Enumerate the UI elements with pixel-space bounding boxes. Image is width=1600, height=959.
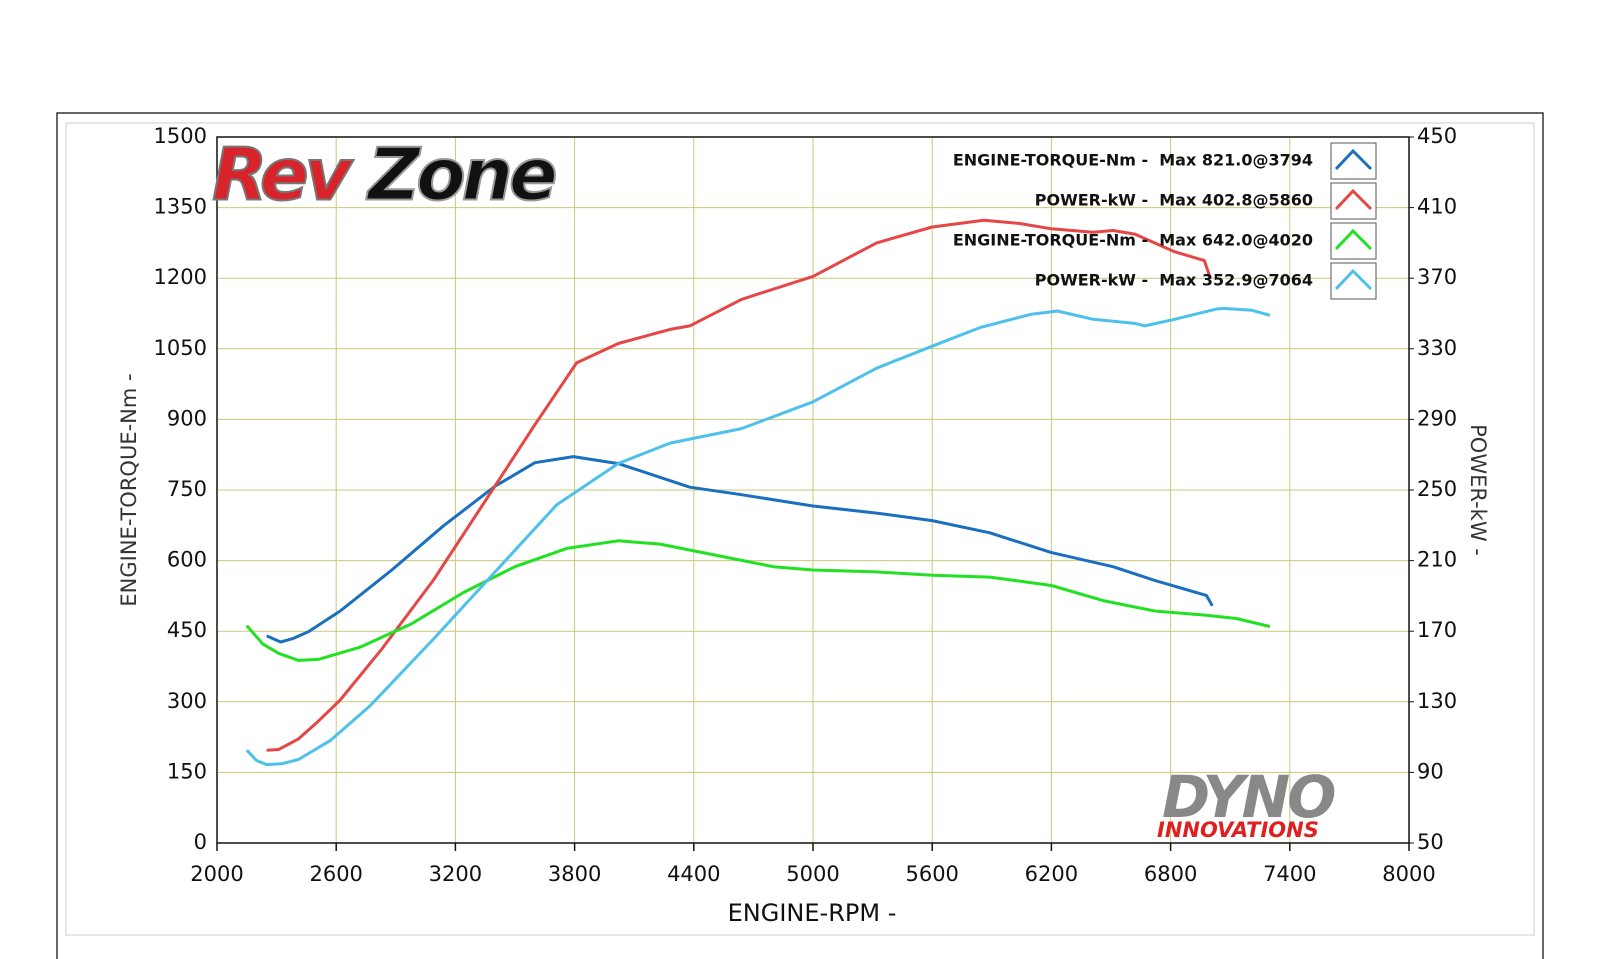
y2-tick-label: 170 [1417, 618, 1457, 642]
y2-tick-label: 290 [1417, 406, 1457, 430]
y2-tick-label: 50 [1417, 830, 1444, 854]
legend-label: POWER-kW - Max 402.8@5860 [1035, 191, 1313, 210]
y-tick-label: 300 [167, 689, 207, 713]
y-axis-title: ENGINE-TORQUE-Nm - [117, 373, 141, 606]
legend-box [1330, 262, 1377, 300]
legend-box [1330, 182, 1377, 220]
y-tick-label: 600 [167, 548, 207, 572]
y2-tick-label: 210 [1417, 548, 1457, 572]
lines [245, 218, 1271, 767]
x-tick-label: 2600 [309, 862, 362, 886]
x-tick-label: 4400 [667, 862, 720, 886]
x-tick-label: 6200 [1025, 862, 1078, 886]
y2-tick-label: 250 [1417, 477, 1457, 501]
y-tick-label: 150 [167, 759, 207, 783]
y2-tick-label: 450 [1417, 124, 1457, 148]
dyno-logo: DYNO INNOVATIONS [1157, 763, 1338, 842]
series-line [245, 306, 1271, 767]
series-line [266, 218, 1212, 752]
revzone-logo: Rev Zone [211, 132, 561, 218]
logo-rev: Rev [212, 133, 354, 217]
x-tick-label: 2000 [190, 862, 243, 886]
logo-zone: Zone [366, 133, 556, 217]
series-line [245, 539, 1271, 662]
y2-axis-title: POWER-kW - [1466, 424, 1490, 556]
y-tick-label: 1500 [154, 124, 207, 148]
x-tick-label: 5000 [786, 862, 839, 886]
y-tick-label: 750 [167, 477, 207, 501]
y-tick-label: 1200 [154, 265, 207, 289]
logo-innovations: INNOVATIONS [1157, 818, 1319, 842]
plot-border [216, 136, 1410, 844]
x-tick-label: 3200 [429, 862, 482, 886]
legend-swatch [1334, 188, 1373, 211]
legend-label: POWER-kW - Max 352.9@7064 [1035, 271, 1313, 290]
legend-label: ENGINE-TORQUE-Nm - Max 642.0@4020 [953, 231, 1313, 250]
y-tick-label: 0 [194, 830, 207, 854]
x-tick-label: 5600 [905, 862, 958, 886]
x-tick-label: 3800 [548, 862, 601, 886]
legend-swatch [1334, 228, 1373, 251]
legend-label: ENGINE-TORQUE-Nm - Max 821.0@3794 [953, 151, 1313, 170]
series-line [266, 455, 1214, 644]
legend-swatch [1334, 148, 1373, 171]
y2-tick-label: 330 [1417, 336, 1457, 360]
logo-dyno: DYNO [1162, 763, 1335, 831]
y-tick-label: 450 [167, 618, 207, 642]
y-tick-label: 1350 [154, 195, 207, 219]
legend-box [1330, 222, 1377, 260]
x-tick-label: 6800 [1144, 862, 1197, 886]
x-tick-label: 8000 [1382, 862, 1435, 886]
y2-tick-label: 370 [1417, 265, 1457, 289]
y2-tick-label: 130 [1417, 689, 1457, 713]
y2-tick-label: 410 [1417, 195, 1457, 219]
legend-box [1330, 142, 1377, 180]
y2-tick-label: 90 [1417, 759, 1444, 783]
inner-frame [65, 122, 1535, 936]
y-tick-label: 900 [167, 406, 207, 430]
x-tick-label: 7400 [1263, 862, 1316, 886]
outer-frame [56, 112, 1544, 959]
legend-swatch [1334, 268, 1373, 291]
y-tick-label: 1050 [154, 336, 207, 360]
x-axis-title: ENGINE-RPM - [728, 899, 897, 927]
